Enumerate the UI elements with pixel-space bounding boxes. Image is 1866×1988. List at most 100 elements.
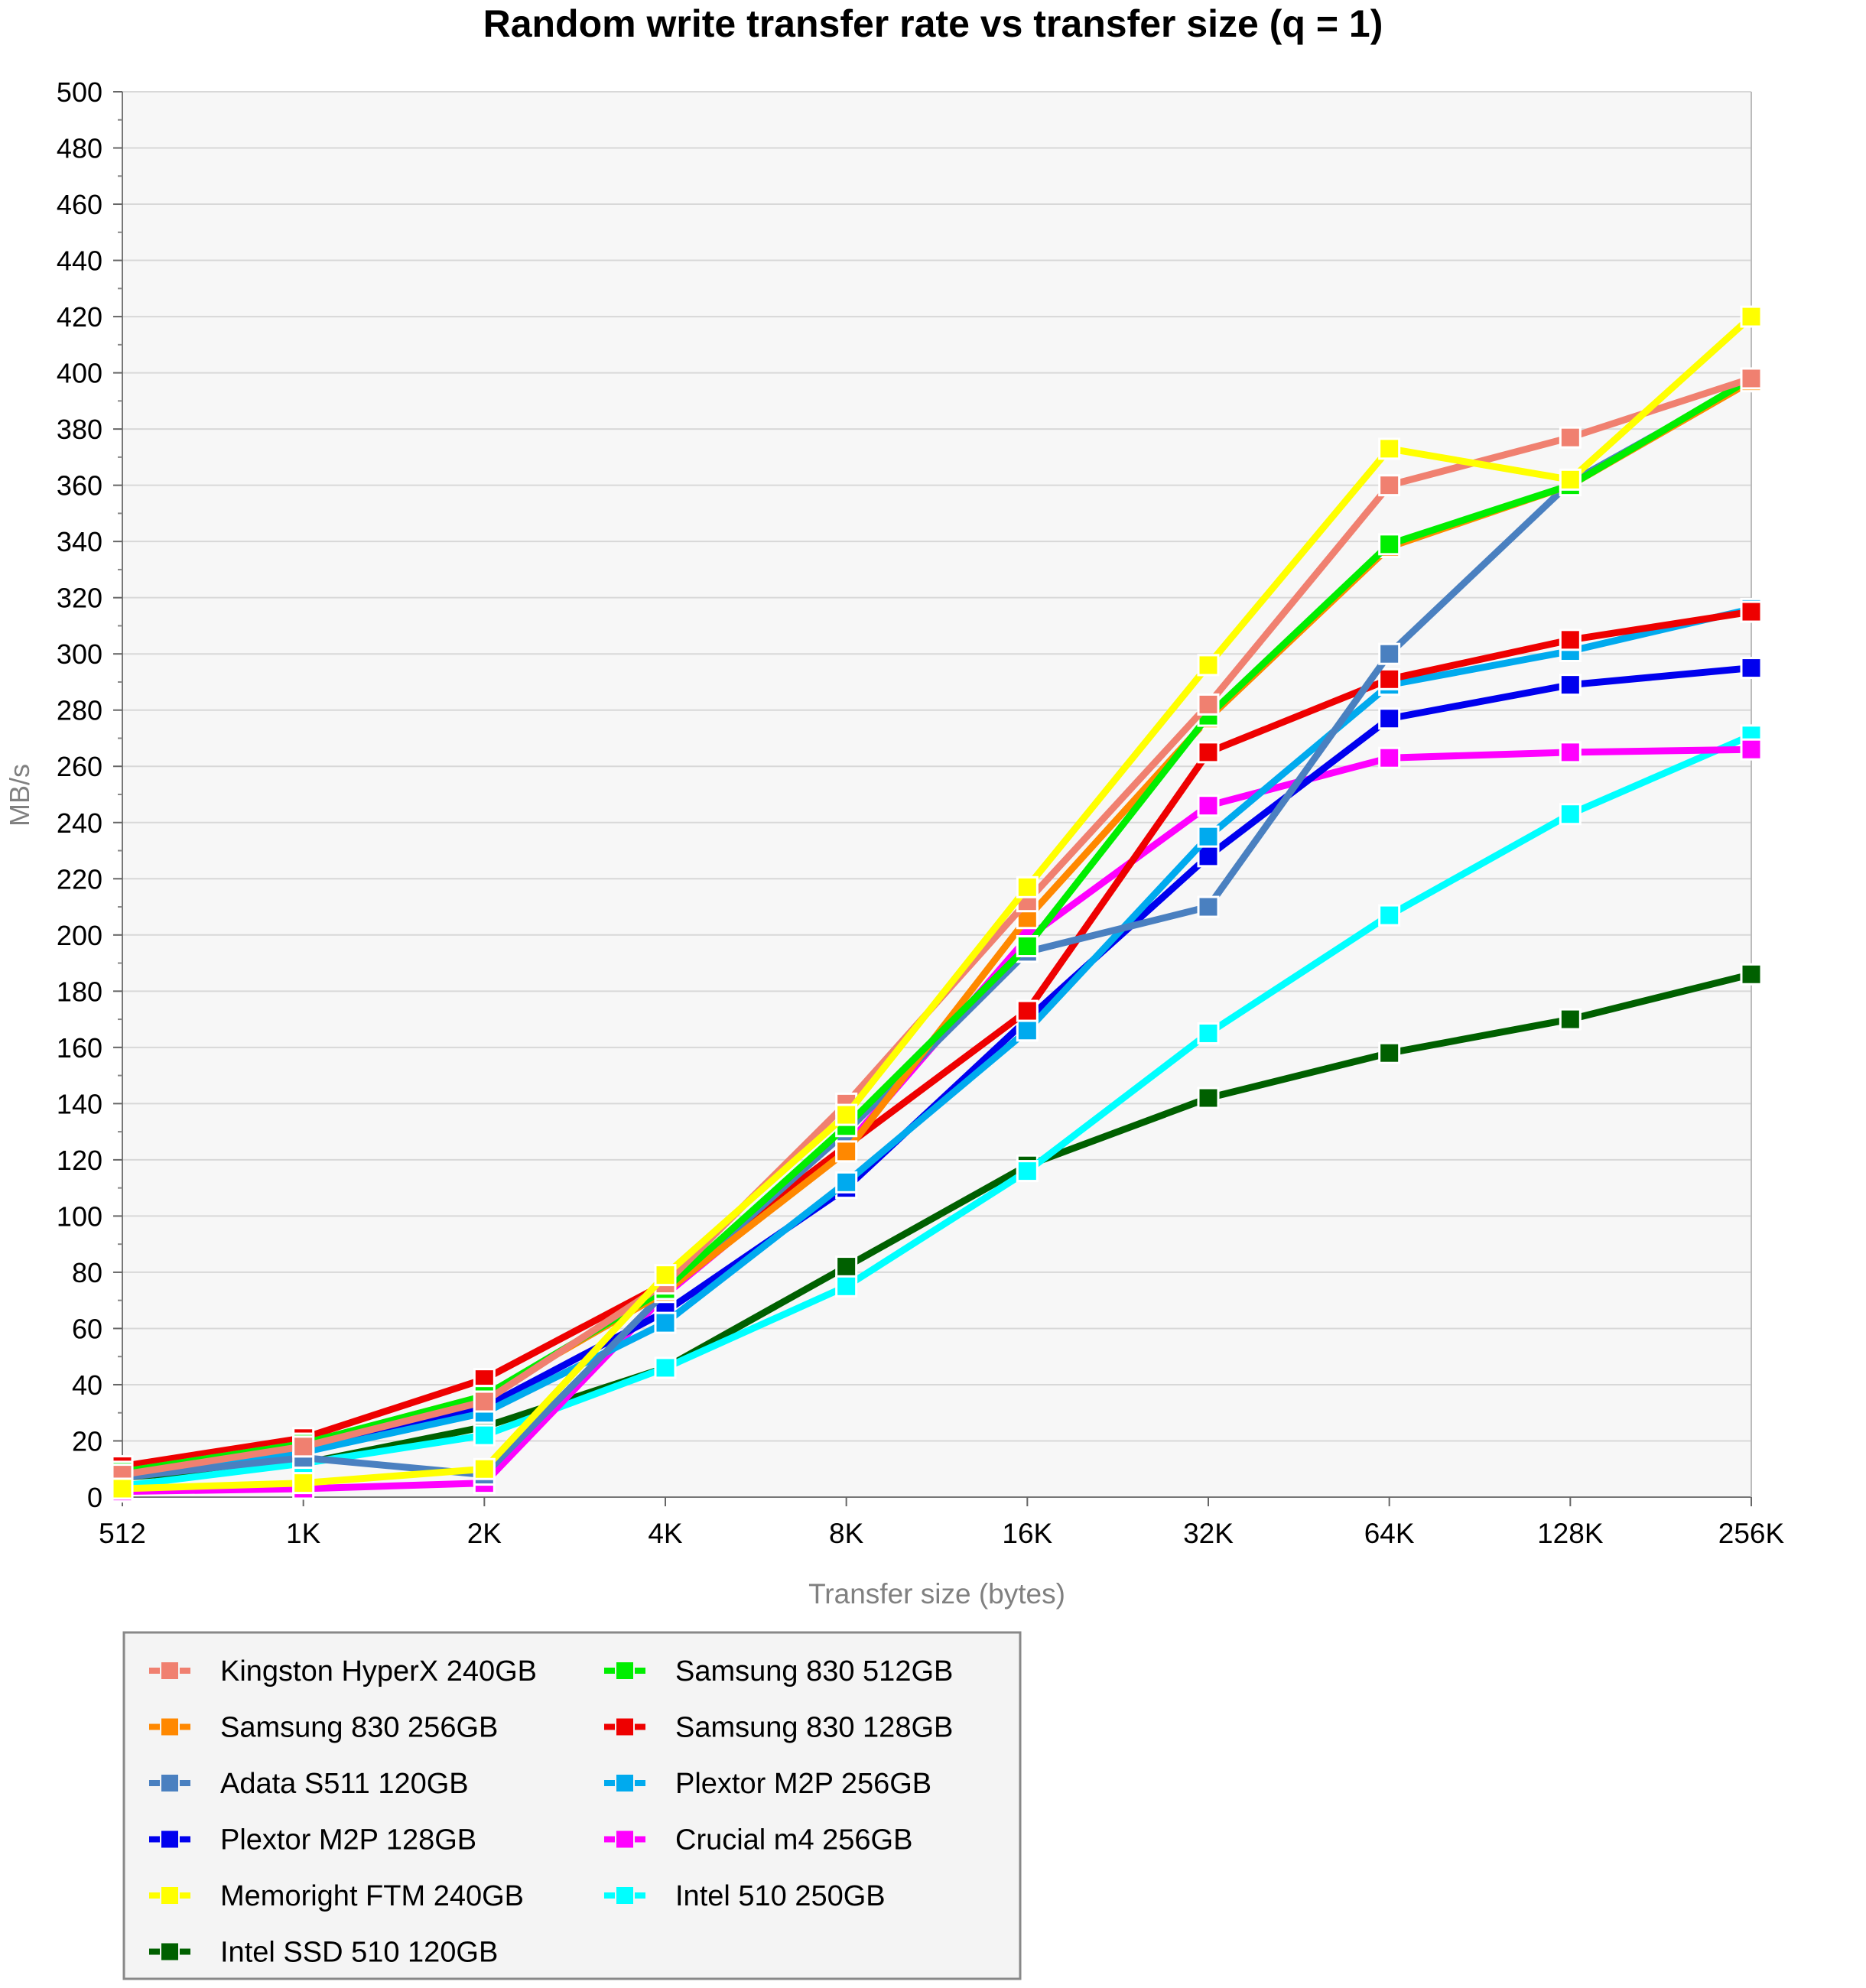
y-tick-label: 320 bbox=[57, 583, 102, 614]
data-point bbox=[654, 1264, 677, 1287]
data-point bbox=[1740, 367, 1763, 390]
data-point bbox=[1197, 693, 1220, 716]
y-tick-label: 340 bbox=[57, 526, 102, 557]
x-tick-label: 1K bbox=[286, 1518, 321, 1549]
data-point bbox=[292, 1435, 315, 1458]
data-point bbox=[1016, 875, 1039, 898]
y-tick-label: 120 bbox=[57, 1145, 102, 1176]
y-tick-label: 200 bbox=[57, 920, 102, 951]
series-line bbox=[122, 732, 1753, 1489]
data-point bbox=[1197, 1022, 1220, 1044]
data-point bbox=[1197, 825, 1220, 848]
legend-item: Adata S511 120GB bbox=[149, 1768, 469, 1800]
y-tick-label: 180 bbox=[57, 976, 102, 1007]
y-tick-label: 0 bbox=[87, 1482, 102, 1513]
data-point bbox=[1559, 741, 1582, 764]
x-axis-ticks: 512 1K 2K 4K 8K 16K 32K 64K 128K 256K bbox=[99, 1497, 1785, 1549]
data-point bbox=[654, 1311, 677, 1334]
legend-label: Memoright FTM 240GB bbox=[220, 1880, 524, 1912]
y-tick-label: 500 bbox=[57, 76, 102, 108]
y-tick-label: 240 bbox=[57, 807, 102, 839]
data-point bbox=[1559, 1008, 1582, 1031]
data-point bbox=[1016, 935, 1039, 958]
series-line bbox=[122, 375, 1754, 1476]
series-memoright-ftm-240gb bbox=[111, 305, 1763, 1500]
legend-swatch-marker bbox=[161, 1830, 178, 1848]
legend-swatch-marker bbox=[616, 1830, 633, 1848]
y-tick-label: 160 bbox=[57, 1032, 102, 1064]
y-tick-label: 440 bbox=[57, 245, 102, 277]
data-point bbox=[1378, 707, 1401, 730]
y-tick-label: 300 bbox=[57, 638, 102, 670]
legend-item: Crucial m4 256GB bbox=[604, 1824, 912, 1856]
data-point bbox=[1559, 674, 1582, 697]
legend-label: Plextor M2P 256GB bbox=[675, 1768, 931, 1800]
legend-item: Intel 510 250GB bbox=[604, 1880, 886, 1912]
y-tick-label: 100 bbox=[57, 1200, 102, 1232]
data-point bbox=[1378, 1041, 1401, 1064]
y-tick-label: 220 bbox=[57, 863, 102, 895]
legend-swatch-marker bbox=[161, 1887, 178, 1904]
data-point bbox=[292, 1472, 315, 1495]
legend-item: Samsung 830 512GB bbox=[604, 1655, 953, 1688]
data-point bbox=[1197, 1087, 1220, 1109]
x-tick-label: 8K bbox=[829, 1518, 864, 1549]
data-point bbox=[1740, 657, 1763, 680]
legend-item: Plextor M2P 256GB bbox=[604, 1768, 931, 1800]
series-line bbox=[122, 313, 1754, 1493]
x-tick-label: 128K bbox=[1537, 1518, 1604, 1549]
x-tick-label: 32K bbox=[1183, 1518, 1234, 1549]
x-tick-label: 64K bbox=[1364, 1518, 1415, 1549]
y-tick-label: 400 bbox=[57, 358, 102, 389]
legend-swatch-marker bbox=[616, 1775, 633, 1791]
legend-item: Samsung 830 128GB bbox=[604, 1712, 953, 1744]
series-layer bbox=[111, 305, 1763, 1503]
data-point bbox=[1559, 426, 1582, 449]
data-point bbox=[1559, 468, 1582, 491]
legend-box bbox=[122, 1631, 1022, 1980]
series-line bbox=[122, 378, 1754, 1481]
data-point bbox=[1378, 437, 1401, 460]
series-line bbox=[122, 608, 1752, 1470]
data-point bbox=[1740, 738, 1763, 761]
legend-swatch-marker bbox=[161, 1662, 178, 1679]
data-point bbox=[111, 1477, 134, 1500]
legend-label: Kingston HyperX 240GB bbox=[220, 1655, 537, 1688]
data-point bbox=[1559, 629, 1582, 651]
legend-swatch-marker bbox=[161, 1718, 178, 1736]
data-point bbox=[1378, 668, 1401, 690]
data-point bbox=[1378, 533, 1401, 556]
legend-item: Memoright FTM 240GB bbox=[149, 1880, 524, 1912]
legend-label: Samsung 830 128GB bbox=[675, 1712, 953, 1744]
data-point bbox=[1197, 654, 1220, 677]
data-point bbox=[1197, 794, 1220, 817]
data-point bbox=[1378, 642, 1401, 665]
data-point bbox=[835, 1140, 858, 1163]
data-point bbox=[1740, 305, 1763, 328]
legend-item: Kingston HyperX 240GB bbox=[149, 1655, 537, 1688]
chart-title: Random write transfer rate vs transfer s… bbox=[483, 2, 1383, 45]
legend-label: Intel 510 250GB bbox=[675, 1880, 886, 1912]
plot-area bbox=[122, 92, 1751, 1497]
y-tick-label: 420 bbox=[57, 301, 102, 333]
data-point bbox=[1016, 1019, 1039, 1042]
x-axis-label: Transfer size (bytes) bbox=[808, 1578, 1065, 1610]
legend-item: Plextor M2P 128GB bbox=[149, 1824, 476, 1856]
data-point bbox=[1016, 1160, 1039, 1183]
legend-label: Samsung 830 256GB bbox=[220, 1712, 498, 1744]
legend: Kingston HyperX 240GB Samsung 830 256GB Ad… bbox=[122, 1631, 1022, 1980]
legend-label: Plextor M2P 128GB bbox=[220, 1824, 476, 1856]
legend-label: Crucial m4 256GB bbox=[675, 1824, 912, 1856]
data-point bbox=[835, 1275, 858, 1298]
y-tick-label: 80 bbox=[72, 1257, 102, 1288]
grid-lines bbox=[122, 91, 1751, 1498]
data-point bbox=[473, 1457, 496, 1480]
data-point bbox=[1378, 904, 1401, 927]
legend-swatch-marker bbox=[161, 1943, 178, 1960]
y-axis-ticks: 0 20 40 60 80 100 120 140 160 180 200 220 240 260 280 3… bbox=[57, 76, 122, 1513]
legend-swatch-marker bbox=[616, 1662, 633, 1679]
y-tick-label: 20 bbox=[72, 1425, 102, 1457]
x-tick-label: 256K bbox=[1718, 1518, 1785, 1549]
y-tick-label: 360 bbox=[57, 470, 102, 502]
